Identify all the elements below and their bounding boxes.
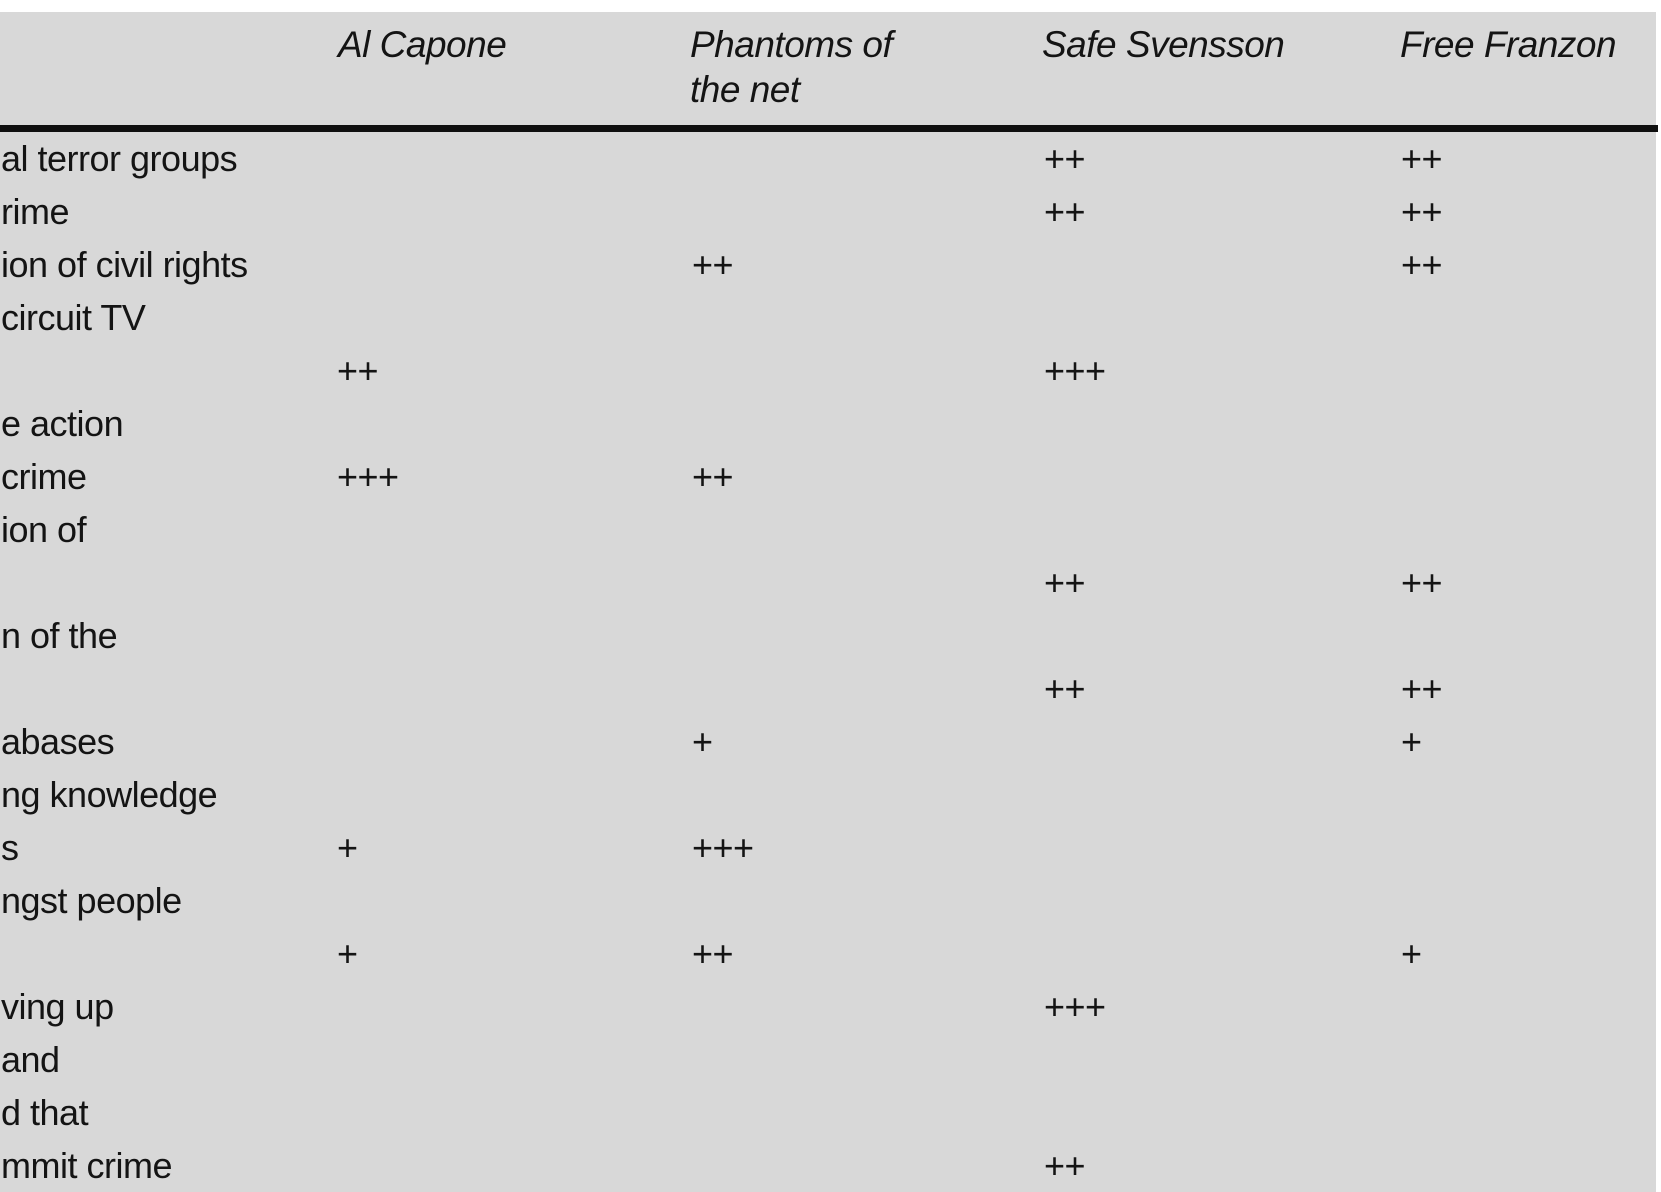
table-row: ving up +++ [0, 980, 1656, 1033]
row-label: n of the [1, 615, 118, 656]
cell-phantoms: + [692, 721, 713, 762]
cell-al-capone: + [337, 933, 358, 974]
table-row: and [0, 1033, 1656, 1086]
table-row: ng knowledge [0, 768, 1656, 821]
table-row: ++ +++ [0, 344, 1656, 397]
cell-phantoms: ++ [692, 244, 734, 285]
row-label: e action [1, 403, 124, 444]
cell-free-franzon: ++ [1401, 191, 1443, 232]
table-row: ++ ++ [0, 556, 1656, 609]
row-label: al terror groups [1, 138, 238, 179]
cell-al-capone: + [337, 827, 358, 868]
row-label: ion of civil rights [1, 244, 248, 285]
column-header-phantoms-of-the-net: Phantoms of the net [690, 24, 893, 110]
cell-safe-svensson: ++ [1044, 668, 1086, 709]
row-label: abases [1, 721, 115, 762]
table-row: rime ++ ++ [0, 185, 1656, 238]
table-row: ion of [0, 503, 1656, 556]
row-label: crime [1, 456, 87, 497]
cell-phantoms: ++ [692, 933, 734, 974]
cell-safe-svensson: ++ [1044, 138, 1086, 179]
cell-free-franzon: ++ [1401, 668, 1443, 709]
cell-safe-svensson: ++ [1044, 1145, 1086, 1186]
table-row: abases + + [0, 715, 1656, 768]
cell-free-franzon: ++ [1401, 562, 1443, 603]
row-label: rime [1, 191, 70, 232]
table-row: ++ ++ [0, 662, 1656, 715]
row-label: and [1, 1039, 60, 1080]
row-label: ngst people [1, 880, 182, 921]
table-row: circuit TV [0, 291, 1656, 344]
table-row: e action [0, 397, 1656, 450]
cell-free-franzon: ++ [1401, 138, 1443, 179]
row-label: mmit crime [1, 1145, 172, 1186]
cell-phantoms: ++ [692, 456, 734, 497]
cell-safe-svensson: +++ [1044, 350, 1106, 391]
table-row: mmit crime ++ [0, 1139, 1656, 1192]
table-row: ion of civil rights ++ ++ [0, 238, 1656, 291]
cell-safe-svensson: ++ [1044, 191, 1086, 232]
cell-al-capone: +++ [337, 456, 399, 497]
table-row: ngst people [0, 874, 1656, 927]
row-label: d that [1, 1092, 89, 1133]
cell-free-franzon: + [1401, 933, 1422, 974]
table-row: s + +++ [0, 821, 1656, 874]
column-header-al-capone: Al Capone [338, 24, 507, 65]
row-label: ving up [1, 986, 114, 1027]
table-row: crime +++ ++ [0, 450, 1656, 503]
cell-safe-svensson: +++ [1044, 986, 1106, 1027]
row-label: ng knowledge [1, 774, 218, 815]
row-label: ion of [1, 509, 87, 550]
cell-al-capone: ++ [337, 350, 379, 391]
table-row: ++++ [0, 927, 1656, 980]
column-header-safe-svensson: Safe Svensson [1042, 24, 1285, 65]
row-label: s [1, 827, 19, 868]
cell-phantoms: +++ [692, 827, 754, 868]
table-row: al terror groups ++ ++ [0, 132, 1656, 185]
cell-free-franzon: ++ [1401, 244, 1443, 285]
scan-background [0, 12, 1656, 1192]
table-row: d that [0, 1086, 1656, 1139]
row-label: circuit TV [1, 297, 146, 338]
cell-safe-svensson: ++ [1044, 562, 1086, 603]
table-row: n of the [0, 609, 1656, 662]
column-header-free-franzon: Free Franzon [1400, 24, 1617, 65]
header-divider-rule [0, 125, 1658, 132]
cell-free-franzon: + [1401, 721, 1422, 762]
